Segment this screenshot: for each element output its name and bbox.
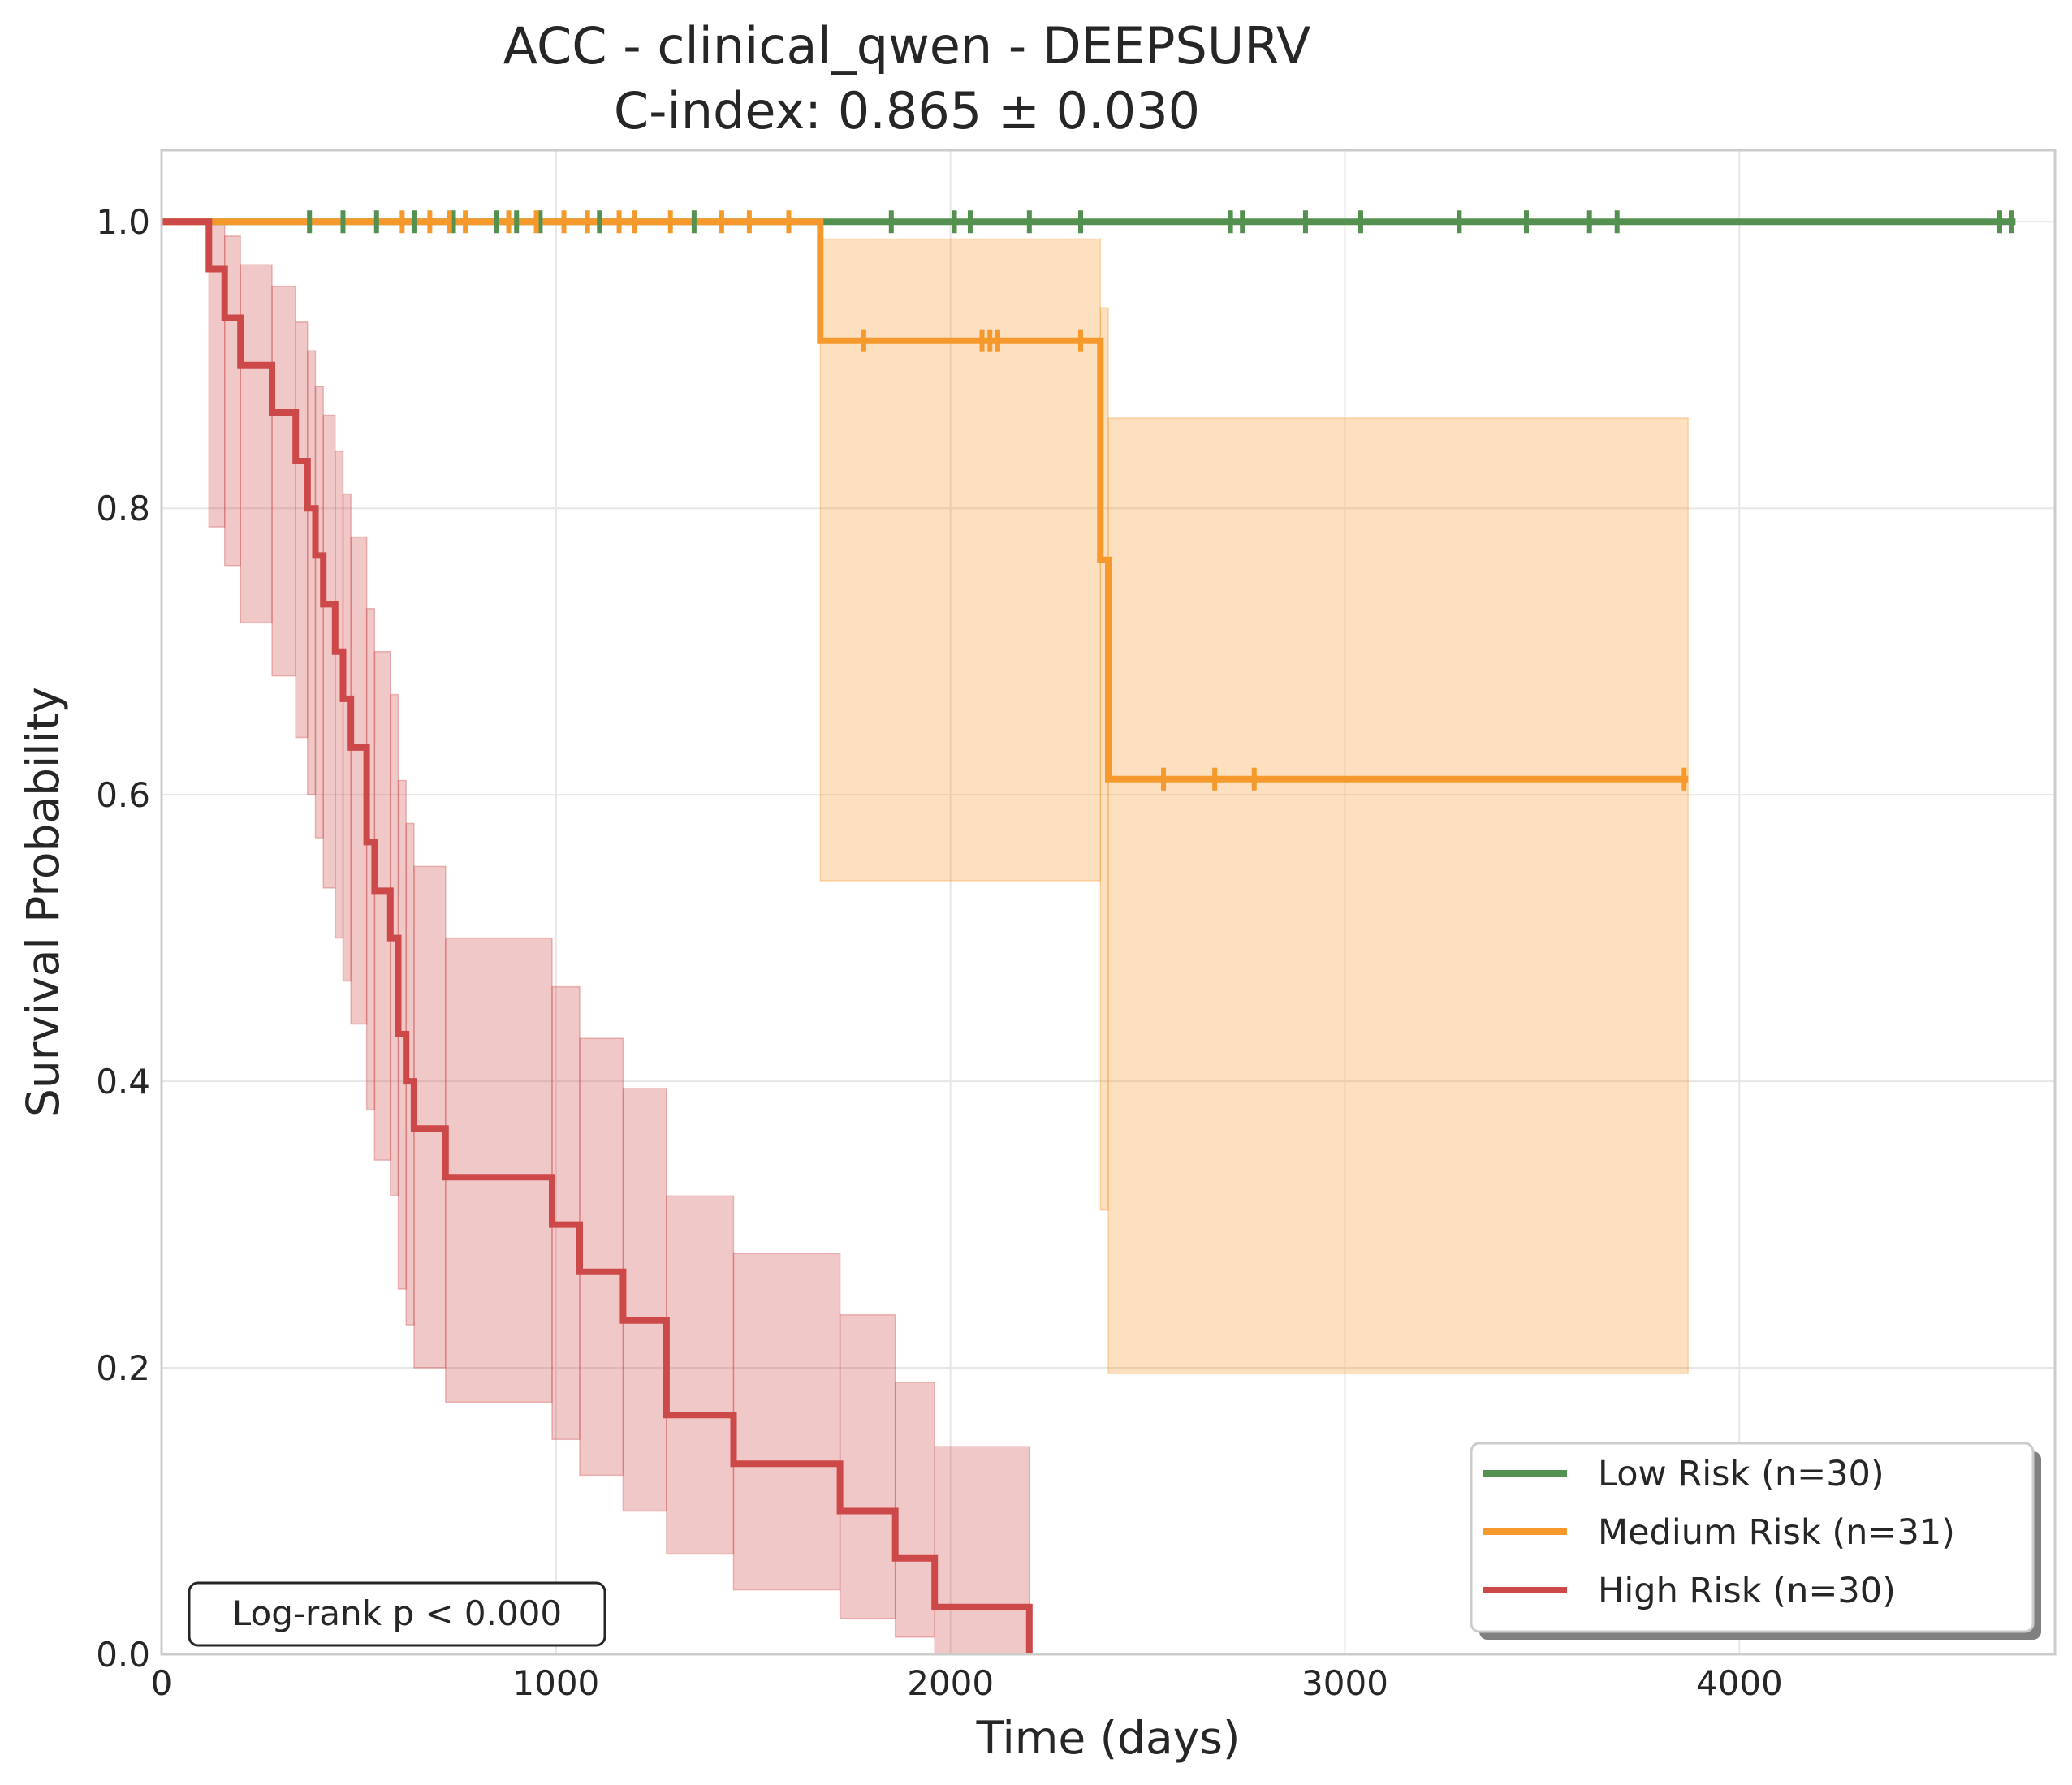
ci-band: [732, 1253, 841, 1591]
ci-band: [622, 1088, 667, 1512]
chart-title: ACC - clinical_qwen - DEEPSURV: [503, 16, 1311, 75]
chart-subtitle: C-index: 0.865 ± 0.030: [614, 81, 1200, 140]
logrank-annotation: Log-rank p < 0.000: [188, 1581, 606, 1647]
ci-band: [307, 350, 317, 795]
ci-band: [413, 865, 447, 1369]
y-tick-label: 0.6: [96, 775, 150, 815]
x-tick-label: 4000: [1696, 1663, 1783, 1703]
annotation-box: [188, 1581, 606, 1647]
y-axis-label: Survival Probability: [17, 687, 69, 1117]
ci-band: [894, 1381, 935, 1638]
confidence-bands: [208, 221, 1689, 1655]
x-axis-ticks: 0 1000 2000 3000 4000: [151, 1663, 1783, 1703]
survival-curves: [162, 218, 2016, 1654]
x-tick-label: 1000: [512, 1663, 599, 1703]
ci-band: [579, 1037, 624, 1477]
x-tick-label: 3000: [1301, 1663, 1388, 1703]
y-tick-label: 0.4: [96, 1062, 150, 1102]
x-tick-label: 2000: [907, 1663, 994, 1703]
legend-label: High Risk (n=30): [1598, 1571, 1896, 1611]
ci-band: [551, 985, 581, 1441]
y-tick-label: 1.0: [96, 202, 150, 242]
ci-band: [445, 937, 553, 1403]
ci-band: [1107, 417, 1689, 1374]
y-axis-ticks: 0.0 0.2 0.4 0.6 0.8 1.0: [96, 202, 150, 1675]
ci-band: [819, 238, 1102, 882]
y-tick-label: 0.0: [96, 1635, 150, 1675]
annotation-text: Log-rank p < 0.000: [232, 1593, 562, 1633]
survival-curve: [162, 218, 1033, 1654]
ci-band: [934, 1446, 1030, 1655]
censor-marks: [307, 210, 2014, 791]
legend-entries: Low Risk (n=30) Medium Risk (n=31) High Ri…: [1483, 1454, 1955, 1611]
legend: Low Risk (n=30) Medium Risk (n=31) High Ri…: [1470, 1442, 2041, 1640]
ci-band: [271, 285, 296, 677]
legend-label: Medium Risk (n=31): [1598, 1512, 1955, 1553]
ci-band: [839, 1314, 896, 1619]
survival-curve: [162, 218, 1689, 783]
plot-frame: [160, 149, 2057, 1656]
ci-band: [666, 1195, 735, 1555]
ci-band: [314, 386, 324, 839]
legend-box: [1470, 1442, 2035, 1633]
legend-label: Low Risk (n=30): [1598, 1454, 1884, 1494]
ci-band: [295, 321, 309, 739]
y-tick-label: 0.8: [96, 489, 150, 528]
x-tick-label: 0: [151, 1663, 173, 1703]
y-tick-label: 0.2: [96, 1348, 150, 1388]
ci-band: [240, 264, 273, 624]
x-axis-label: Time (days): [976, 1712, 1241, 1764]
